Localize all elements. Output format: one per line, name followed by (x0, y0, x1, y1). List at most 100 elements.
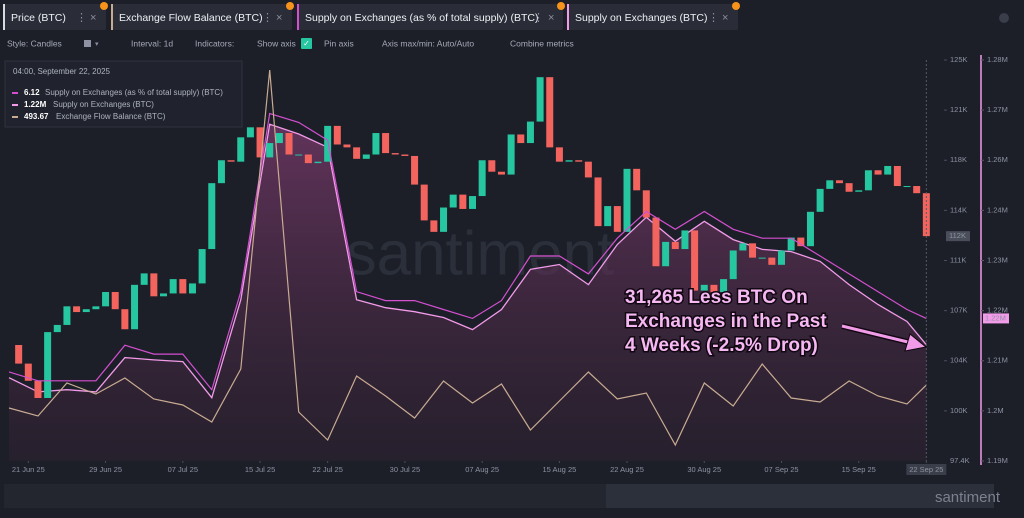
candle (633, 168, 641, 191)
toolbar-item[interactable]: Style: Candles (7, 38, 62, 48)
x-tick-label: 07 Aug 25 (465, 465, 499, 474)
candle (826, 180, 834, 189)
candle (391, 153, 399, 155)
candle (44, 332, 52, 398)
candle (835, 180, 843, 184)
toolbar-item[interactable]: Combine metrics (510, 38, 574, 48)
annotation: 31,265 Less BTC On (625, 287, 808, 308)
candle (604, 206, 612, 227)
settings-icon[interactable] (999, 13, 1009, 23)
candle (768, 257, 776, 265)
tab[interactable]: Price (BTC) ⋮ × (3, 2, 108, 30)
candle (488, 160, 496, 172)
candle (797, 237, 805, 247)
checkbox[interactable] (301, 38, 312, 49)
candle (874, 170, 882, 175)
candle (806, 211, 814, 247)
candle (526, 121, 534, 144)
plot: 100K 104K 107K 111K 114K 118K 121K 125K 97.4K 1.1… (8, 55, 1009, 475)
x-tick-label: 15 Aug 25 (543, 465, 577, 474)
y2-tick-label: 1.19M (987, 456, 1008, 465)
svg-text:⋮: ⋮ (262, 12, 273, 24)
toolbar-item[interactable]: Pin axis (324, 38, 354, 48)
brand: santiment (935, 489, 1001, 506)
y-tick-label: 111K (950, 255, 966, 264)
candle (140, 273, 148, 285)
x-tick-label: 30 Aug 25 (687, 465, 721, 474)
svg-text:▾: ▾ (95, 41, 99, 48)
candle (613, 206, 621, 232)
candle (179, 279, 187, 294)
x-tick-label: 21 Jun 25 (12, 465, 45, 474)
supply-badge (983, 313, 1009, 324)
candle (246, 127, 254, 138)
candle (623, 168, 631, 232)
svg-text:×: × (90, 12, 96, 24)
candle (24, 363, 32, 381)
legend-label: Supply on Exchanges (BTC) (53, 100, 154, 109)
candle (208, 183, 216, 250)
y-tick-label: 100K (950, 406, 968, 415)
y-tick-label: 125K (950, 55, 968, 64)
candle (82, 309, 90, 313)
tab[interactable]: Exchange Flow Balance (BTC) ⋮ × (111, 2, 294, 30)
annotation-arrow (841, 323, 928, 352)
candle (169, 279, 177, 294)
legend-swatch (12, 104, 18, 106)
y2-tick-label: 1.28M (987, 55, 1008, 64)
candle (565, 160, 573, 162)
candle (160, 293, 167, 297)
candle (34, 380, 42, 398)
toolbar-item[interactable]: Show axis (257, 38, 296, 48)
supply-badge-label: 1.22M (985, 313, 1006, 322)
candle (700, 284, 708, 291)
legend-value: 1.22M (24, 100, 47, 109)
candle (594, 177, 602, 227)
candle (73, 306, 81, 313)
annotation: 4 Weeks (-2.5% Drop) (625, 335, 818, 356)
tab-label[interactable]: Exchange Flow Balance (BTC) (119, 12, 263, 24)
tab[interactable]: Supply on Exchanges (as % of total suppl… (297, 2, 565, 30)
candle (430, 220, 438, 232)
candle (787, 237, 795, 251)
legend-label: Exchange Flow Balance (BTC) (56, 112, 166, 121)
legend-swatch (12, 92, 18, 94)
candle (642, 190, 650, 218)
toolbar-item[interactable]: Indicators: (195, 38, 234, 48)
legend-value: 6.12 (24, 88, 40, 97)
candle (681, 230, 689, 250)
color-icon[interactable] (84, 40, 91, 47)
candle (720, 279, 728, 293)
candle (575, 160, 583, 162)
candle (92, 306, 100, 310)
candle (555, 147, 563, 162)
candle (652, 217, 660, 267)
y2-tick-label: 1.2M (987, 406, 1004, 415)
annotation: Exchanges in the Past (625, 311, 827, 332)
candle (362, 154, 370, 159)
line (8, 69, 927, 447)
candle (903, 186, 911, 188)
candle (275, 133, 283, 144)
line (8, 112, 927, 391)
candle (855, 190, 863, 192)
candle (343, 144, 351, 148)
candle (449, 194, 457, 208)
candle (217, 160, 225, 184)
toolbar-item[interactable]: Interval: 1d (131, 38, 173, 48)
overview-window[interactable] (606, 484, 994, 508)
candle (584, 161, 592, 178)
y-tick-label: 104K (950, 356, 968, 365)
toolbar-item[interactable]: Axis max/min: Auto/Auto (382, 38, 474, 48)
x-tick-label: 30 Jul 25 (390, 465, 420, 474)
x-tick-label: 07 Sep 25 (764, 465, 798, 474)
tab[interactable]: Supply on Exchanges (BTC) ⋮ × (567, 2, 740, 30)
tab-label[interactable]: Supply on Exchanges (as % of total suppl… (305, 12, 538, 24)
candle (739, 243, 747, 251)
x-tick-label: 22 Sep 25 (909, 465, 943, 474)
tab-label[interactable]: Price (BTC) (11, 12, 66, 24)
y2-tick-label: 1.22M (987, 306, 1008, 315)
tab-label[interactable]: Supply on Exchanges (BTC) (575, 12, 707, 24)
candle (691, 230, 699, 291)
candle (411, 155, 419, 185)
